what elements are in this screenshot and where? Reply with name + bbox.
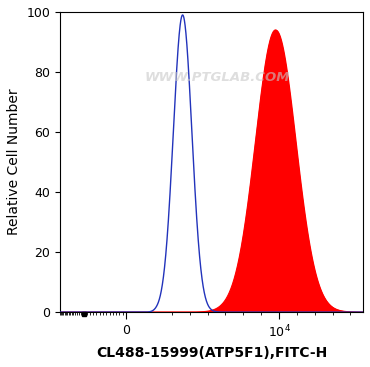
- X-axis label: CL488-15999(ATP5F1),FITC-H: CL488-15999(ATP5F1),FITC-H: [96, 346, 327, 360]
- Text: WWW.PTGLAB.COM: WWW.PTGLAB.COM: [145, 72, 290, 84]
- Y-axis label: Relative Cell Number: Relative Cell Number: [7, 89, 21, 235]
